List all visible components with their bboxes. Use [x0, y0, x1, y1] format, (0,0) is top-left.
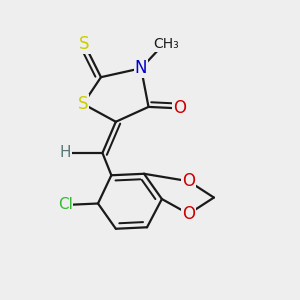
Text: S: S: [78, 95, 88, 113]
Text: O: O: [173, 99, 186, 117]
Text: H: H: [59, 146, 71, 160]
Text: S: S: [80, 35, 90, 53]
Text: CH₃: CH₃: [154, 38, 179, 52]
Text: Cl: Cl: [58, 197, 73, 212]
Text: N: N: [135, 59, 147, 77]
Text: O: O: [182, 205, 195, 223]
Text: O: O: [182, 172, 195, 190]
